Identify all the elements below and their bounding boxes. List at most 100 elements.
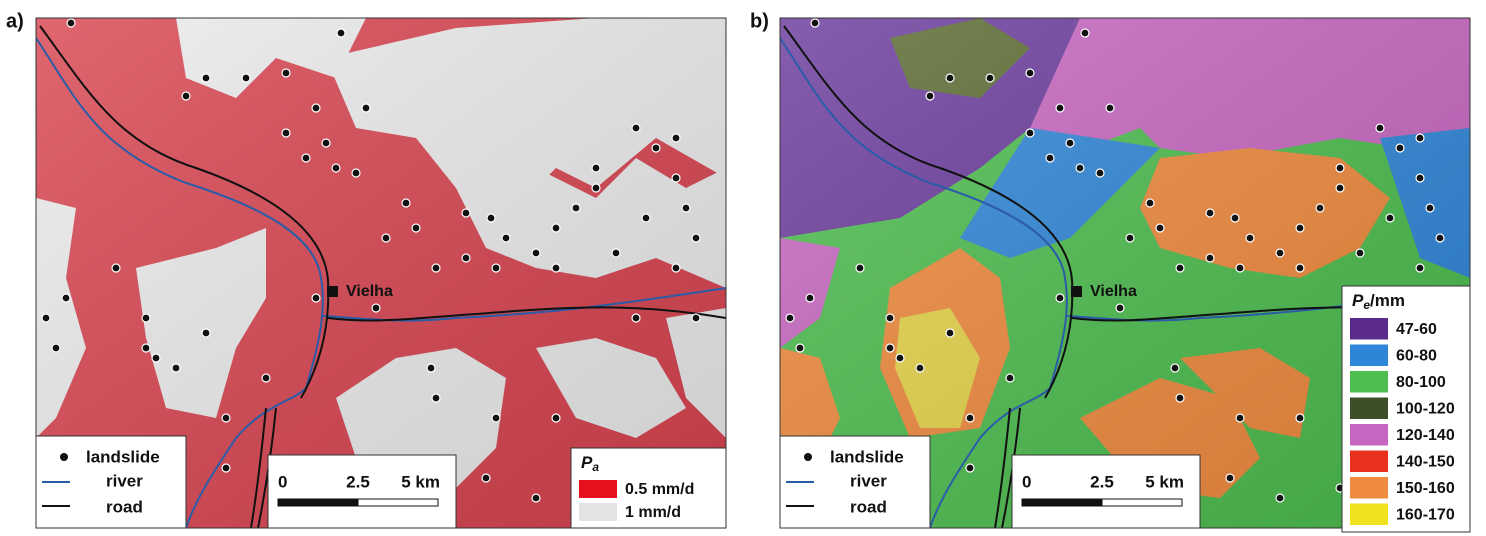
key-title-unit: /mm (1370, 291, 1405, 310)
legend-symbol (804, 453, 812, 461)
key-label: 80-100 (1396, 374, 1446, 391)
landslide-point (1236, 264, 1244, 272)
landslide-point (242, 74, 250, 82)
landslide-point (222, 414, 230, 422)
scale-label: 0 (1022, 472, 1031, 491)
landslide-point (916, 364, 924, 372)
landslide-point (552, 224, 560, 232)
landslide-point (806, 294, 814, 302)
landslide-point (652, 144, 660, 152)
landslide-point (432, 394, 440, 402)
legend-label: landslide (830, 447, 904, 466)
landslide-point (632, 314, 640, 322)
landslide-point (202, 74, 210, 82)
landslide-point (592, 184, 600, 192)
key-title-sub: a (592, 460, 599, 474)
landslide-point (382, 234, 390, 242)
landslide-point (362, 104, 370, 112)
landslide-point (1276, 494, 1284, 502)
landslide-point (1296, 264, 1304, 272)
landslide-point (572, 204, 580, 212)
key-swatch (1350, 451, 1388, 473)
scale-segment (358, 499, 438, 506)
landslide-point (1396, 144, 1404, 152)
landslide-point (1026, 129, 1034, 137)
landslide-point (796, 344, 804, 352)
landslide-point (1206, 254, 1214, 262)
key-label: 1 mm/d (625, 504, 681, 521)
key-swatch (1350, 345, 1388, 367)
panel-label: b) (750, 10, 769, 32)
legend-symbol (60, 453, 68, 461)
landslide-point (1026, 69, 1034, 77)
landslide-point (1116, 304, 1124, 312)
scale-label: 5 km (401, 472, 440, 491)
key-label: 60-80 (1396, 347, 1437, 364)
landslide-point (692, 234, 700, 242)
landslide-point (142, 344, 150, 352)
landslide-point (1076, 164, 1084, 172)
landslide-point (886, 314, 894, 322)
landslide-point (52, 344, 60, 352)
landslide-point (1416, 264, 1424, 272)
key-label: 120-140 (1396, 427, 1455, 444)
landslide-point (142, 314, 150, 322)
landslide-point (672, 134, 680, 142)
landslide-point (1171, 364, 1179, 372)
landslide-point (672, 264, 680, 272)
landslide-point (502, 234, 510, 242)
landslide-point (986, 74, 994, 82)
landslide-point (322, 139, 330, 147)
landslide-point (262, 374, 270, 382)
figure: Vielha a)landslideriverroad02.55 kmPa0.5… (0, 0, 1486, 536)
landslide-point (492, 414, 500, 422)
key-swatch (1350, 504, 1388, 526)
landslide-point (492, 264, 500, 272)
scale-bar: 02.55 km (1012, 455, 1200, 528)
landslide-point (1336, 184, 1344, 192)
legend-label: road (106, 497, 143, 516)
landslide-point (1296, 224, 1304, 232)
landslide-point (1416, 174, 1424, 182)
scale-segment (278, 499, 358, 506)
landslide-point (152, 354, 160, 362)
landslide-point (1006, 374, 1014, 382)
landslide-point (1126, 234, 1134, 242)
landslide-point (811, 19, 819, 27)
landslide-point (856, 264, 864, 272)
landslide-point (1176, 394, 1184, 402)
landslide-point (1106, 104, 1114, 112)
page: Vielha a)landslideriverroad02.55 kmPa0.5… (0, 0, 1486, 536)
scale-segment (1102, 499, 1182, 506)
legend-label: landslide (86, 447, 160, 466)
landslide-point (926, 92, 934, 100)
key-label: 160-170 (1396, 506, 1455, 523)
landslide-point (1316, 204, 1324, 212)
landslide-point (462, 254, 470, 262)
landslide-point (182, 92, 190, 100)
legend: landslideriverroad (36, 436, 186, 528)
panel-label: a) (6, 10, 24, 32)
key-swatch (1350, 318, 1388, 340)
landslide-point (282, 69, 290, 77)
landslide-point (1156, 224, 1164, 232)
landslide-point (432, 264, 440, 272)
landslide-point (1336, 164, 1344, 172)
landslide-point (1426, 204, 1434, 212)
landslide-point (1096, 169, 1104, 177)
landslide-point (1066, 139, 1074, 147)
key-swatch (1350, 398, 1388, 420)
landslide-point (1231, 214, 1239, 222)
landslide-point (946, 329, 954, 337)
landslide-point (966, 464, 974, 472)
key-label: 140-150 (1396, 453, 1455, 470)
landslide-point (1056, 294, 1064, 302)
key-swatch (1350, 424, 1388, 446)
landslide-point (1046, 154, 1054, 162)
key-label: 47-60 (1396, 321, 1437, 338)
key-swatch (579, 503, 617, 521)
landslide-point (1436, 234, 1444, 242)
landslide-point (592, 164, 600, 172)
